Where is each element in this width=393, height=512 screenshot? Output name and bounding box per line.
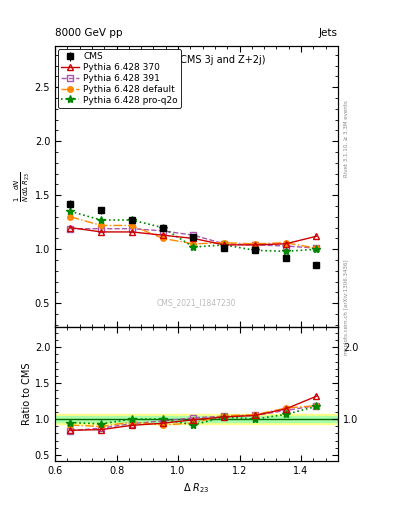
Y-axis label: $\frac{1}{N}\frac{dN}{d\Delta\ R_{23}}$: $\frac{1}{N}\frac{dN}{d\Delta\ R_{23}}$	[13, 172, 32, 202]
Text: CMS_2021_I1847230: CMS_2021_I1847230	[157, 298, 236, 307]
Bar	[55, 414, 338, 424]
X-axis label: $\Delta\ R_{23}$: $\Delta\ R_{23}$	[183, 481, 210, 495]
Text: 8000 GeV pp: 8000 GeV pp	[55, 28, 123, 38]
Bar	[55, 416, 338, 422]
Y-axis label: Ratio to CMS: Ratio to CMS	[22, 362, 32, 425]
Text: Δ R (jets) (CMS 3j and Z+2j): Δ R (jets) (CMS 3j and Z+2j)	[128, 54, 265, 65]
Text: mcplots.cern.ch [arXiv:1306.3436]: mcplots.cern.ch [arXiv:1306.3436]	[344, 260, 349, 355]
Text: Jets: Jets	[319, 28, 338, 38]
Text: Rivet 3.1.10, ≥ 3.3M events: Rivet 3.1.10, ≥ 3.3M events	[344, 100, 349, 177]
Legend: CMS, Pythia 6.428 370, Pythia 6.428 391, Pythia 6.428 default, Pythia 6.428 pro-: CMS, Pythia 6.428 370, Pythia 6.428 391,…	[58, 49, 181, 108]
